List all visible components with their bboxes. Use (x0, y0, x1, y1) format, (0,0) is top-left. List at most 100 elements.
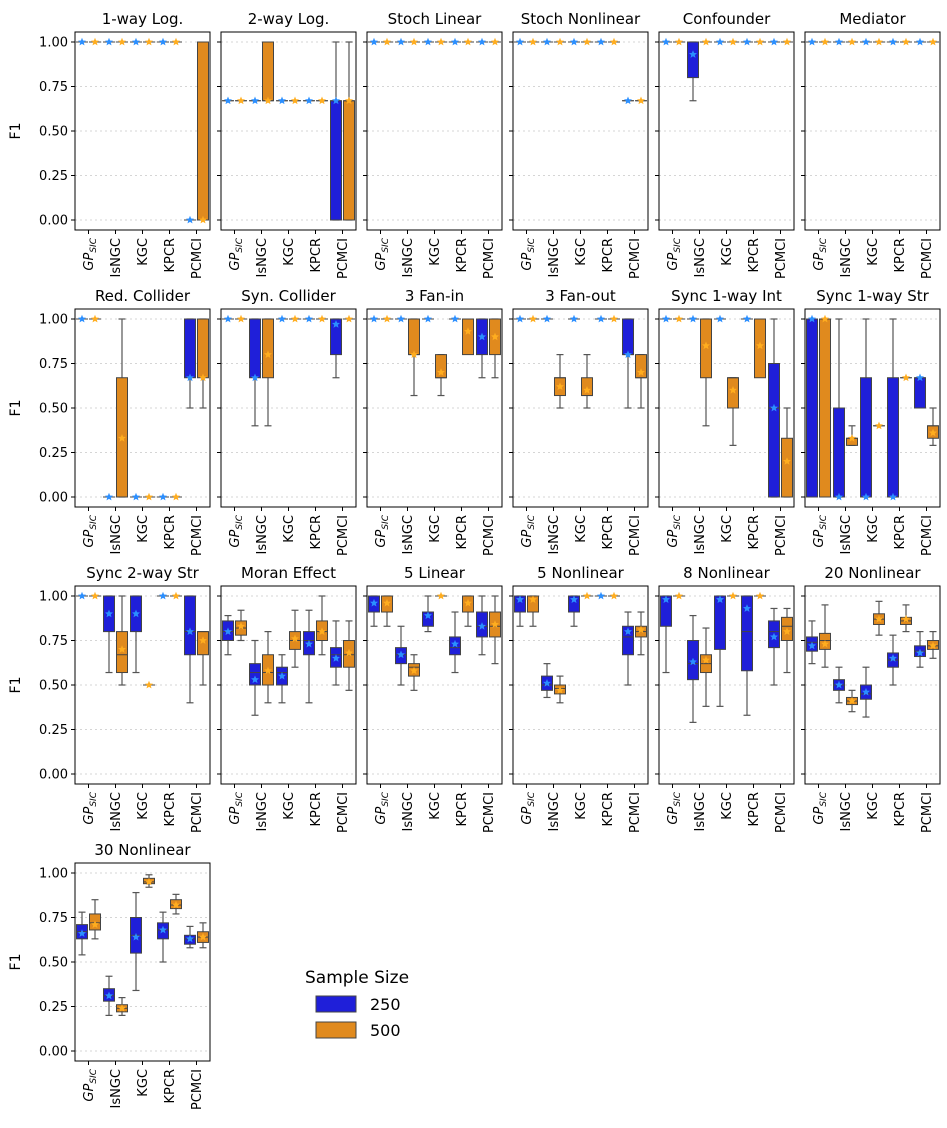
mean-marker (875, 421, 883, 430)
x-tick-label-main: GP (812, 530, 827, 548)
x-tick-label-subscript: SIC (89, 237, 99, 252)
mean-marker (743, 314, 751, 323)
mean-marker (491, 332, 499, 341)
mean-marker (305, 639, 313, 648)
x-tick-label: KPCR (163, 1069, 178, 1103)
x-tick-label: IsNGC (255, 238, 270, 277)
x-tick-label-main: GP (82, 807, 97, 825)
x-tick-label: GPSIC (374, 237, 391, 270)
mean-marker (743, 604, 751, 612)
x-tick-label: GPSIC (666, 237, 683, 270)
mean-marker (516, 314, 524, 323)
x-tick-label: PCMCI (920, 515, 935, 556)
x-tick-label: PCMCI (774, 792, 789, 833)
mean-marker (118, 1004, 126, 1012)
x-tick-label: GPSIC (666, 514, 683, 547)
mean-marker (291, 314, 299, 323)
box-iqr (622, 318, 634, 356)
mean-marker (675, 591, 683, 600)
mean-marker (821, 37, 829, 46)
mean-marker (91, 591, 99, 600)
mean-marker (597, 591, 605, 600)
x-tick-label: IsNGC (401, 238, 416, 277)
mean-marker (848, 434, 856, 442)
x-tick-label: KPCR (601, 792, 616, 826)
chart-panel: Stoch Linear GPSIC IsNGC KGC KPCR PCMCI (363, 10, 503, 279)
x-tick-label: KGC (720, 238, 735, 266)
x-tick-label: IsNGC (109, 1069, 124, 1108)
mean-marker (172, 37, 180, 46)
mean-marker (424, 314, 432, 323)
chart-panel: 1-way Log. 0.00 0.25 0.50 0.75 1.00 F1 GPSIC IsN… (8, 10, 211, 279)
mean-marker (199, 373, 207, 382)
y-tick-label: 0.75 (39, 357, 68, 372)
box-iqr (184, 318, 196, 379)
mean-marker (186, 627, 194, 635)
mean-marker (543, 314, 551, 323)
mean-marker (729, 37, 737, 46)
mean-marker (729, 386, 737, 394)
mean-marker (716, 314, 724, 323)
box-iqr (887, 377, 899, 498)
mean-marker (186, 373, 194, 382)
mean-marker (756, 341, 764, 350)
x-tick-label: KPCR (747, 515, 762, 549)
mean-marker (821, 314, 829, 323)
mean-marker (278, 96, 286, 105)
x-tick-label-main: GP (228, 530, 243, 548)
box-iqr (860, 377, 872, 498)
mean-marker (756, 591, 764, 600)
mean-marker (756, 37, 764, 46)
mean-marker (783, 627, 791, 635)
mean-marker (889, 654, 897, 662)
x-tick-label-main: GP (812, 253, 827, 271)
x-tick-label-subscript: SIC (819, 791, 829, 806)
chart-title: Confounder (683, 10, 771, 28)
mean-marker (105, 37, 113, 46)
mean-marker (624, 96, 632, 105)
mean-marker (132, 492, 140, 501)
chart-panel: Confounder GPSIC IsNGC KGC KPCR PCMCI (655, 10, 795, 279)
chart-panel: Red. Collider 0.00 0.25 0.50 0.75 1.00 F1 GPSIC… (8, 287, 211, 556)
mean-marker (237, 96, 245, 105)
mean-marker (370, 314, 378, 323)
mean-marker (78, 929, 86, 937)
x-tick-label: KGC (136, 1069, 151, 1097)
x-tick-label: GPSIC (520, 514, 537, 547)
y-tick-label: 0.25 (39, 169, 68, 184)
x-tick-label: KPCR (309, 515, 324, 549)
mean-marker (464, 37, 472, 46)
chart-title: 20 Nonlinear (824, 564, 921, 582)
x-tick-label: KGC (720, 515, 735, 543)
x-tick-label: KGC (574, 792, 589, 820)
mean-marker (770, 37, 778, 46)
mean-marker (529, 314, 537, 323)
x-tick-label: KGC (720, 792, 735, 820)
mean-marker (278, 314, 286, 323)
x-tick-label: KGC (136, 238, 151, 266)
y-axis-label: F1 (8, 123, 24, 140)
mean-marker (783, 37, 791, 46)
mean-marker (451, 37, 459, 46)
mean-marker (199, 636, 207, 644)
mean-marker (370, 598, 378, 607)
x-tick-label: KPCR (747, 238, 762, 272)
box-iqr (184, 595, 196, 656)
mean-marker (624, 350, 632, 358)
mean-marker (556, 382, 564, 390)
mean-marker (159, 591, 167, 600)
mean-marker (570, 37, 578, 46)
y-tick-label: 1.00 (39, 867, 68, 882)
mean-marker (397, 314, 405, 323)
x-tick-label: KPCR (163, 792, 178, 826)
x-tick-label: PCMCI (336, 792, 351, 833)
mean-marker (451, 314, 459, 323)
x-tick-label: KGC (428, 238, 443, 266)
x-tick-label: IsNGC (839, 238, 854, 277)
x-tick-label: KGC (428, 792, 443, 820)
x-tick-label-main: GP (228, 253, 243, 271)
box-iqr (819, 318, 831, 498)
mean-marker (716, 37, 724, 46)
x-tick-label: PCMCI (920, 238, 935, 279)
x-tick-label: IsNGC (109, 792, 124, 831)
